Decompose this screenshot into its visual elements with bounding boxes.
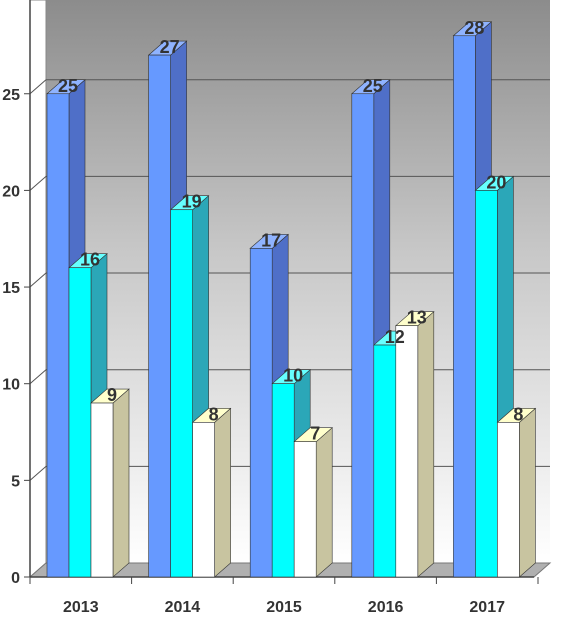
data-label: 20 [486,172,506,192]
x-tick-label: 2015 [266,599,302,616]
bar-side [112,388,130,578]
data-label: 17 [261,230,281,250]
bars [46,21,537,578]
y-tick-label: 15 [2,280,20,297]
data-label: 27 [160,37,180,57]
data-label: 8 [209,404,219,424]
gridline-side [29,272,47,288]
data-label: 9 [107,385,117,405]
bar [170,209,193,578]
y-tick-label: 25 [2,87,20,104]
bar [68,267,92,578]
data-label: 19 [182,192,202,212]
bar [192,422,215,578]
y-tick-label: 10 [2,377,20,394]
x-tick-label: 2014 [165,599,201,616]
bar [453,35,476,578]
bar [90,402,114,578]
x-tick-label: 2017 [469,599,505,616]
data-label: 13 [407,308,427,328]
gridline-side [29,176,47,191]
bar [249,248,273,578]
x-tick-label: 2013 [63,599,99,616]
y-tick-label: 0 [11,570,20,587]
gridline-side [29,369,47,385]
y-tick-label: 5 [11,473,20,490]
data-label: 16 [80,250,100,270]
gridline-side [29,465,47,481]
data-label: 7 [310,424,320,444]
data-label: 12 [385,327,405,347]
bar-side [519,407,536,578]
bar [395,325,419,578]
data-label: 25 [363,76,383,96]
x-tick-label: 2016 [368,599,404,616]
bar [373,344,397,578]
bar [271,383,295,578]
bar [46,93,70,578]
bar-side [214,407,231,578]
bar [475,190,498,578]
data-label: 8 [513,404,523,424]
bar [351,93,375,578]
bar [293,441,317,578]
bar-side [417,311,435,578]
y-tick-label: 20 [2,183,20,200]
bar [148,54,171,578]
data-label: 25 [58,76,78,96]
data-label: 28 [464,18,484,38]
bar [497,422,520,578]
gridline-side [29,79,47,95]
bar-side [315,427,333,578]
data-label: 10 [283,366,303,386]
